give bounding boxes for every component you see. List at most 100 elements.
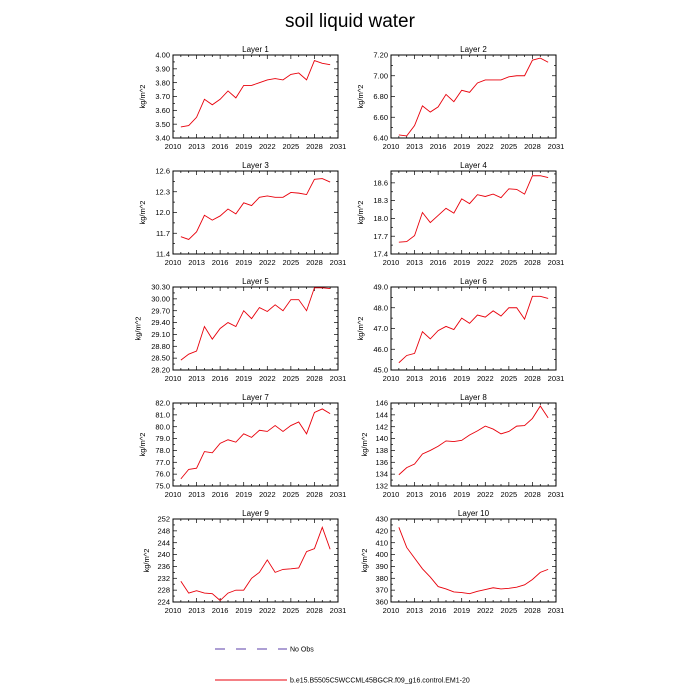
y-tick-label: 236 bbox=[157, 562, 170, 571]
plot-frame bbox=[390, 402, 557, 487]
x-tick-label: 2031 bbox=[548, 258, 565, 267]
x-tick-label: 2022 bbox=[477, 490, 494, 499]
x-tick-label: 2031 bbox=[330, 606, 347, 615]
y-tick-label: 4.00 bbox=[155, 51, 170, 60]
y-axis-label: kg/m^2 bbox=[134, 317, 143, 341]
x-tick-label: 2013 bbox=[406, 606, 423, 615]
x-tick-label: 2016 bbox=[212, 258, 229, 267]
y-axis-label: kg/m^2 bbox=[356, 201, 365, 225]
panel-title: Layer 1 bbox=[242, 45, 269, 54]
x-tick-label: 2028 bbox=[524, 142, 541, 151]
y-tick-label: 29.10 bbox=[151, 330, 170, 339]
x-tick-label: 2019 bbox=[453, 490, 470, 499]
x-tick-label: 2025 bbox=[283, 374, 300, 383]
series-line bbox=[180, 178, 331, 240]
y-tick-label: 360 bbox=[375, 598, 388, 607]
y-tick-label: 252 bbox=[157, 515, 170, 524]
series-line bbox=[398, 295, 549, 364]
x-tick-label: 2019 bbox=[235, 142, 252, 151]
y-tick-label: 370 bbox=[375, 586, 388, 595]
x-tick-label: 2031 bbox=[330, 490, 347, 499]
x-tick-label: 2025 bbox=[501, 374, 518, 383]
x-tick-label: 2025 bbox=[283, 142, 300, 151]
x-tick-label: 2019 bbox=[453, 142, 470, 151]
y-tick-label: 80.0 bbox=[155, 422, 170, 431]
y-tick-label: 47.0 bbox=[373, 324, 388, 333]
y-axis-label: kg/m^2 bbox=[142, 549, 151, 573]
x-tick-label: 2010 bbox=[165, 374, 182, 383]
y-tick-label: 6.80 bbox=[373, 92, 388, 101]
y-axis-label: kg/m^2 bbox=[138, 433, 147, 457]
x-tick-label: 2028 bbox=[524, 374, 541, 383]
x-tick-label: 2019 bbox=[453, 606, 470, 615]
x-tick-label: 2022 bbox=[259, 374, 276, 383]
y-tick-label: 17.4 bbox=[373, 250, 388, 259]
x-tick-label: 2010 bbox=[383, 606, 400, 615]
y-tick-label: 3.40 bbox=[155, 134, 170, 143]
legend: No Obs b.e15.B5505C5WCCML45BGCR.f09_g16.… bbox=[215, 647, 470, 685]
x-tick-label: 2022 bbox=[259, 142, 276, 151]
x-tick-label: 2013 bbox=[188, 374, 205, 383]
series-line bbox=[180, 59, 331, 128]
x-tick-label: 2016 bbox=[212, 606, 229, 615]
y-tick-label: 46.0 bbox=[373, 345, 388, 354]
x-tick-label: 2022 bbox=[477, 258, 494, 267]
x-tick-label: 2013 bbox=[188, 142, 205, 151]
x-tick-label: 2016 bbox=[212, 490, 229, 499]
y-tick-label: 3.50 bbox=[155, 120, 170, 129]
y-tick-label: 136 bbox=[375, 458, 388, 467]
y-tick-label: 224 bbox=[157, 598, 170, 607]
y-tick-label: 29.70 bbox=[151, 306, 170, 315]
x-tick-label: 2028 bbox=[524, 490, 541, 499]
y-tick-label: 48.0 bbox=[373, 303, 388, 312]
y-tick-label: 380 bbox=[375, 574, 388, 583]
panel-layer-8: Layer 8 2010 2013 2016 2019 2022 2025 2028 2031 1… bbox=[360, 393, 564, 499]
x-tick-label: 2010 bbox=[383, 374, 400, 383]
x-tick-label: 2010 bbox=[165, 490, 182, 499]
y-tick-label: 3.70 bbox=[155, 92, 170, 101]
x-tick-label: 2013 bbox=[406, 258, 423, 267]
x-tick-label: 2025 bbox=[283, 490, 300, 499]
x-tick-label: 2022 bbox=[259, 490, 276, 499]
x-tick-label: 2016 bbox=[430, 258, 447, 267]
x-tick-label: 2010 bbox=[165, 258, 182, 267]
series-line bbox=[398, 527, 549, 595]
y-tick-label: 28.80 bbox=[151, 342, 170, 351]
x-tick-label: 2010 bbox=[383, 142, 400, 151]
x-tick-label: 2013 bbox=[188, 490, 205, 499]
y-tick-label: 7.00 bbox=[373, 71, 388, 80]
legend-model-label: b.e15.B5505C5WCCML45BGCR.f09_g16.control… bbox=[290, 678, 470, 685]
plot-frame bbox=[172, 170, 339, 255]
series-line bbox=[398, 57, 549, 137]
x-tick-label: 2016 bbox=[430, 606, 447, 615]
x-tick-label: 2019 bbox=[235, 490, 252, 499]
plot-frame bbox=[172, 54, 339, 139]
x-tick-label: 2028 bbox=[306, 142, 323, 151]
x-tick-label: 2022 bbox=[259, 258, 276, 267]
y-tick-label: 3.90 bbox=[155, 64, 170, 73]
x-tick-label: 2025 bbox=[283, 258, 300, 267]
x-tick-label: 2016 bbox=[430, 374, 447, 383]
y-tick-label: 29.40 bbox=[151, 318, 170, 327]
y-tick-label: 6.60 bbox=[373, 113, 388, 122]
x-tick-label: 2025 bbox=[283, 606, 300, 615]
y-tick-label: 132 bbox=[375, 482, 388, 491]
y-tick-label: 30.30 bbox=[151, 283, 170, 292]
x-tick-label: 2013 bbox=[406, 142, 423, 151]
y-tick-label: 11.7 bbox=[156, 229, 170, 238]
y-tick-label: 142 bbox=[375, 422, 388, 431]
y-tick-label: 78.0 bbox=[155, 446, 170, 455]
x-tick-label: 2019 bbox=[453, 374, 470, 383]
y-tick-label: 30.00 bbox=[151, 294, 170, 303]
x-tick-label: 2028 bbox=[524, 606, 541, 615]
y-tick-label: 18.3 bbox=[373, 196, 388, 205]
x-tick-label: 2028 bbox=[306, 606, 323, 615]
x-tick-label: 2016 bbox=[212, 374, 229, 383]
y-tick-label: 3.80 bbox=[155, 78, 170, 87]
y-tick-label: 12.6 bbox=[155, 167, 170, 176]
y-axis-label: kg/m^2 bbox=[360, 549, 369, 573]
x-tick-label: 2025 bbox=[501, 490, 518, 499]
plot-frame bbox=[172, 286, 339, 371]
x-tick-label: 2031 bbox=[330, 374, 347, 383]
